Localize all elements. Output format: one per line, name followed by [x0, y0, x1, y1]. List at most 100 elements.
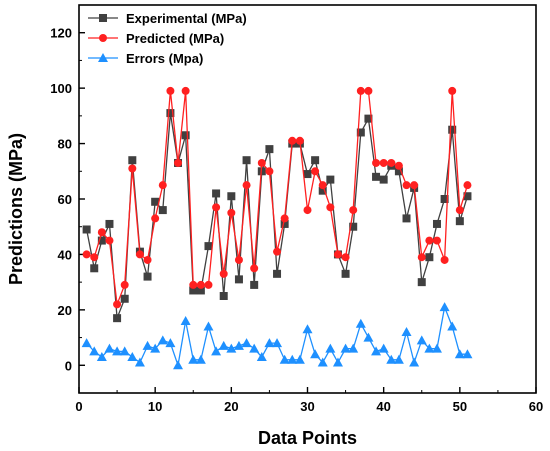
data-point [120, 294, 129, 303]
data-point [432, 219, 441, 228]
data-point [348, 343, 359, 353]
data-point [372, 172, 381, 181]
data-point [273, 247, 282, 256]
legend-label: Predicted (MPa) [126, 31, 224, 46]
data-point [349, 222, 358, 231]
data-point [440, 255, 449, 264]
data-point [349, 206, 358, 215]
data-point [402, 181, 411, 190]
data-point [432, 236, 441, 245]
data-point [317, 357, 328, 367]
data-point [463, 192, 472, 201]
series [81, 86, 473, 370]
data-point [371, 346, 382, 356]
data-point [303, 170, 312, 179]
data-point [195, 354, 206, 364]
data-point [97, 228, 106, 237]
data-point [128, 164, 137, 173]
data-point [379, 158, 388, 167]
data-point [256, 351, 267, 361]
data-point [181, 131, 190, 140]
data-point [279, 354, 290, 364]
data-point [105, 219, 114, 228]
data-point [455, 206, 464, 215]
y-tick-label: 100 [50, 81, 72, 96]
y-tick-label: 20 [58, 303, 72, 318]
data-point [333, 250, 342, 259]
data-point [157, 335, 168, 345]
data-point [189, 280, 198, 289]
data-point [234, 275, 243, 284]
data-point [294, 354, 305, 364]
series-3 [81, 302, 473, 370]
data-point [196, 286, 205, 295]
data-point [401, 327, 412, 337]
data-point [173, 360, 184, 370]
data-point [265, 145, 274, 154]
data-point [454, 349, 465, 359]
data-point [325, 343, 336, 353]
y-tick-label: 0 [65, 358, 72, 373]
data-point [424, 343, 435, 353]
data-point [272, 338, 283, 348]
data-point [219, 269, 228, 278]
data-point [82, 250, 91, 259]
data-point [462, 349, 473, 359]
x-tick-label: 60 [529, 399, 543, 414]
data-point [280, 214, 289, 223]
data-point [227, 192, 236, 201]
legend-item: Predicted (MPa) [88, 31, 224, 46]
data-point [81, 338, 92, 348]
data-point [104, 343, 115, 353]
data-point [158, 181, 167, 190]
x-tick-label: 40 [376, 399, 390, 414]
data-point [250, 280, 259, 289]
legend-marker [98, 53, 108, 62]
legend-marker [99, 34, 107, 42]
legend-label: Experimental (MPa) [126, 11, 247, 26]
data-point [90, 253, 99, 262]
data-point [409, 357, 420, 367]
data-point [448, 125, 457, 134]
data-point [96, 351, 107, 361]
data-point [151, 214, 160, 223]
data-point [90, 264, 99, 273]
data-point [417, 253, 426, 262]
data-point [425, 236, 434, 245]
legend-item: Errors (Mpa) [88, 51, 203, 66]
data-point [332, 357, 343, 367]
data-point [356, 128, 365, 137]
data-point [204, 242, 213, 251]
data-point [112, 346, 123, 356]
data-point [150, 343, 161, 353]
data-point [203, 321, 214, 331]
data-point [311, 167, 320, 176]
data-point [386, 354, 397, 364]
data-point [393, 354, 404, 364]
data-point [340, 343, 351, 353]
data-point [295, 136, 304, 145]
data-point [287, 354, 298, 364]
data-point [233, 340, 244, 350]
data-point [211, 346, 222, 356]
x-tick-label: 50 [453, 399, 467, 414]
data-point [174, 158, 183, 167]
series-1 [82, 109, 472, 323]
x-axis-title: Data Points [258, 428, 357, 448]
data-point [120, 280, 129, 289]
data-point [318, 186, 327, 195]
data-point [82, 225, 91, 234]
ticks: 0 10 20 30 40 50 60 0 20 40 60 80 100 120 [50, 26, 543, 414]
data-point [250, 264, 259, 273]
data-point [387, 158, 396, 167]
data-point [356, 86, 365, 95]
data-point [151, 197, 160, 206]
data-point [273, 269, 282, 278]
data-point [189, 286, 198, 295]
data-point [242, 156, 251, 165]
data-point [119, 346, 130, 356]
data-point [212, 189, 221, 198]
series-line [86, 304, 468, 366]
data-point [135, 250, 144, 259]
